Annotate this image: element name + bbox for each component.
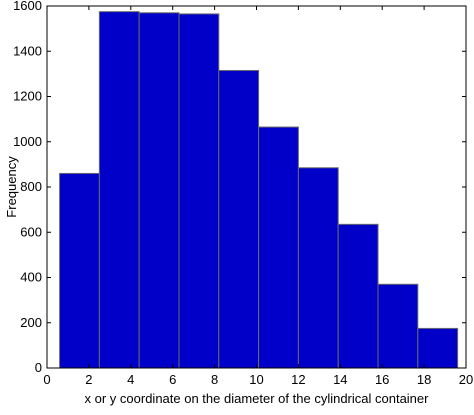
y-tick-label: 400 <box>20 270 42 285</box>
x-axis-title: x or y coordinate on the diameter of the… <box>85 391 430 406</box>
histogram-bar <box>297 167 339 369</box>
x-tick-label: 18 <box>417 372 431 387</box>
y-tick-label: 1600 <box>13 0 42 13</box>
y-tick-label: 800 <box>20 179 42 194</box>
x-tick-label: 8 <box>211 372 218 387</box>
x-tick-label: 10 <box>249 372 263 387</box>
histogram-bar <box>377 283 419 369</box>
histogram-bar <box>138 12 180 369</box>
y-axis-ticks: 0 200 400 600 800 1000 1200 1400 1600 <box>13 0 466 375</box>
x-tick-label: 4 <box>127 372 134 387</box>
y-tick-label: 1400 <box>13 43 42 58</box>
x-tick-label: 12 <box>291 372 305 387</box>
y-tick-label: 0 <box>35 360 42 375</box>
x-tick-label: 2 <box>85 372 92 387</box>
x-tick-label: 20 <box>459 372 473 387</box>
histogram-bar <box>98 11 140 369</box>
histogram-bar <box>178 13 220 369</box>
histogram-bar <box>258 126 299 369</box>
y-tick-label: 1200 <box>13 89 42 104</box>
x-tick-label: 0 <box>43 372 50 387</box>
bars-layer <box>59 11 459 369</box>
y-tick-label: 1000 <box>13 134 42 149</box>
histogram-bar <box>59 172 100 369</box>
histogram-bar <box>417 327 459 369</box>
y-axis-title: Frequency <box>4 156 19 218</box>
histogram-bar <box>218 69 260 369</box>
x-tick-label: 16 <box>375 372 389 387</box>
x-tick-label: 6 <box>169 372 176 387</box>
y-tick-label: 200 <box>20 315 42 330</box>
x-tick-label: 14 <box>333 372 347 387</box>
x-axis-ticks: 0 2 4 6 8 10 12 14 16 18 20 <box>43 6 473 387</box>
histogram-bar <box>337 223 379 369</box>
y-tick-label: 600 <box>20 224 42 239</box>
